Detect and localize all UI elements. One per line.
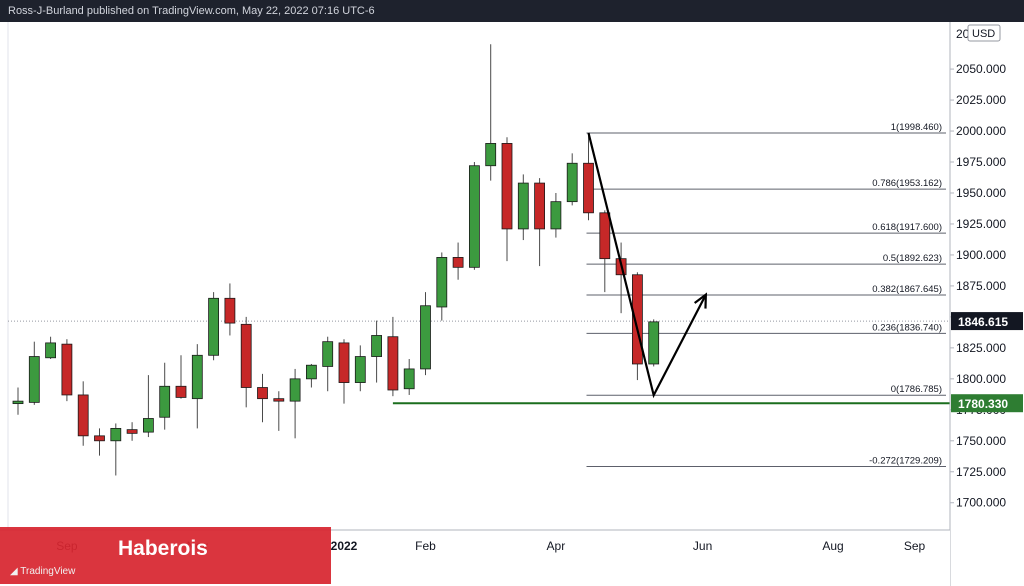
candle-body [45,342,56,359]
candle-body [517,182,529,230]
publisher-header: Ross-J-Burland published on TradingView.… [0,0,1024,22]
candle-body [648,321,660,365]
y-tick-label: 1725.000 [956,465,1006,479]
x-tick-label: Sep [904,539,926,553]
candle-body [632,274,643,365]
tradingview-logo-text: TradingView [20,566,76,577]
candle-body [159,385,171,418]
candle-body [550,201,562,230]
tradingview-logo: ◢ TradingView [10,566,75,577]
candle-body [501,143,513,230]
candle-body [305,364,317,380]
candle-body [354,356,366,383]
x-tick-label: 2022 [331,539,358,553]
fib-level-label: 0.382(1867.645) [872,284,942,295]
fib-level-label: 0(1786.785) [891,384,942,395]
currency-badge-label: USD [972,28,995,40]
candle-body [583,162,594,214]
candle-body [175,385,187,398]
left-margin [0,22,8,530]
candle-body [420,305,431,370]
candle-body [468,165,480,268]
candle-body [257,387,268,400]
candle-body [322,341,334,367]
candle-body [273,398,285,402]
projection-path [587,132,707,399]
candle-body [534,182,545,230]
tradingview-logo-icon: ◢ [10,566,21,577]
candle-body [110,427,122,442]
candle-body [289,378,301,402]
candle-body [208,297,220,356]
x-tick-label: Jun [693,539,712,553]
candle-body [12,400,24,405]
plot-area [8,22,950,530]
candle-body [61,343,73,396]
y-tick-label: 1825.000 [956,341,1006,355]
candle-body [403,368,415,390]
y-tick-label: 2050.000 [956,62,1006,76]
price-chart[interactable]: 1(1998.460) 0.786(1953.162) 0.618(1917.600… [0,22,1024,586]
y-tick-label: 1950.000 [956,186,1006,200]
y-tick-label: 1750.000 [956,434,1006,448]
y-tick-label: 2025.000 [956,93,1006,107]
candle-body [94,435,105,442]
x-tick-label: Feb [415,539,436,553]
y-tick-label: 1700.000 [956,496,1006,510]
y-tick-label: 1900.000 [956,248,1006,262]
candle-body [77,394,89,437]
price-axis-bg [950,22,1024,586]
fibonacci-retracement[interactable]: 1(1998.460) 0.786(1953.162) 0.618(1917.600… [586,122,947,468]
y-top-label: 20 [956,27,970,41]
y-tick-label: 2000.000 [956,124,1006,138]
brand-banner [0,527,331,584]
y-tick-label: 1800.000 [956,372,1006,386]
candle-body [452,257,464,268]
candle-body [224,297,236,324]
candle-body [142,418,154,433]
candle-body [338,342,350,383]
support-price-label: 1780.330 [958,397,1008,411]
currency-badge [967,24,1001,42]
candle-body [28,356,40,403]
support-price-label-bg [951,394,1023,413]
candle-body [240,323,252,388]
current-price-label-bg [951,312,1023,331]
candle-body [371,335,383,357]
candle-body [191,354,203,400]
y-tick-label: 1875.000 [956,279,1006,293]
x-tick-label: Apr [547,539,566,553]
current-price-label: 1846.615 [958,315,1008,329]
fib-level-label: -0.272(1729.209) [869,456,942,467]
projection-arrowhead [693,292,708,309]
fib-level-label: 1(1998.460) [891,122,942,133]
brand-name: Haberois [118,537,208,560]
candlestick-series [12,44,660,476]
candle-body [599,212,611,260]
fib-level-label: 0.786(1953.162) [872,178,942,189]
grid-lines [0,22,950,530]
fib-level-label: 0.618(1917.600) [872,222,942,233]
candle-body [387,336,399,391]
candle-body [126,429,138,434]
fib-level-label: 0.236(1836.740) [872,322,942,333]
fib-level-label: 0.5(1892.623) [883,253,942,264]
publisher-line: Ross-J-Burland published on TradingView.… [8,5,375,17]
y-tick-label: 1975.000 [956,155,1006,169]
price-axis[interactable]: 1700.0001725.0001750.0001775.0001800.000… [949,22,1024,586]
y-tick-label: 1925.000 [956,217,1006,231]
drawings[interactable] [392,132,950,405]
candle-body [436,257,448,308]
x-tick-label: Aug [822,539,843,553]
candle-body [566,162,578,203]
candle-body [485,143,497,167]
